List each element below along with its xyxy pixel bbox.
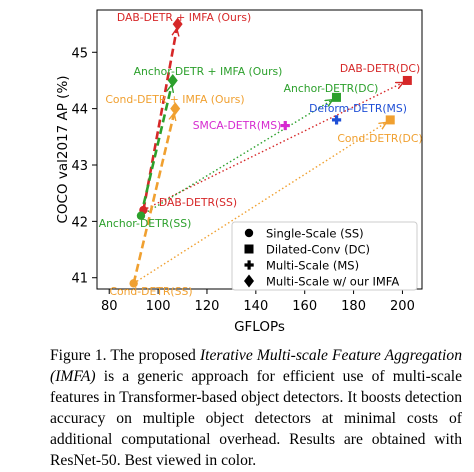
x-tick-label: 140 — [243, 299, 268, 314]
caption-lead: Figure 1. The proposed — [50, 347, 200, 364]
imfa-arrow — [132, 114, 174, 284]
y-tick-label: 43 — [71, 159, 88, 174]
caption-body: is a generic approach for efficient use … — [50, 368, 462, 469]
point-annotation: DAB-DETR(DC) — [340, 62, 420, 75]
caption-emphasis: Iterative Multi-scale Feature Aggregatio… — [50, 347, 462, 385]
point-annotation: SMCA-DETR(MS) — [193, 119, 282, 132]
data-point — [167, 73, 178, 87]
legend-marker — [244, 244, 254, 254]
figure-chart: 80 100 120 140 160 180 200 41 42 43 44 45 GFLOPs COCO… — [55, 9, 423, 335]
data-point — [136, 211, 146, 220]
data-point — [170, 102, 181, 116]
data-point — [385, 115, 395, 125]
legend-label: Dilated-Conv (DC) — [266, 243, 370, 257]
data-point — [280, 120, 290, 131]
data-point — [331, 92, 341, 102]
imfa-arrow — [139, 85, 172, 217]
legend-marker — [244, 274, 254, 288]
point-annotation: Cond-DETR(DC) — [337, 132, 422, 145]
legend-label: Single-Scale (SS) — [266, 227, 364, 241]
legend-box — [231, 221, 418, 291]
dc-arrow — [140, 100, 332, 217]
x-tick-label: 200 — [390, 299, 415, 314]
x-tick-label: 120 — [195, 299, 220, 314]
x-tick-label: 100 — [146, 299, 171, 314]
y-axis-label: COCO val2017 AP (%) — [55, 75, 71, 223]
point-annotation: Cond-DETR(SS) — [109, 285, 192, 298]
point-annotation: Deform-DETR(MS) — [309, 102, 407, 115]
x-tick-label: 180 — [341, 299, 366, 314]
point-annotation: DAB-DETR(SS) — [159, 196, 237, 209]
data-point — [172, 17, 183, 31]
legend-marker — [244, 260, 254, 270]
data-point — [129, 279, 138, 288]
point-annotation: Anchor-DETR + IMFA (Ours) — [134, 65, 283, 78]
y-tick-label: 45 — [71, 46, 88, 61]
y-tick-label: 44 — [71, 103, 88, 118]
figure-caption: Figure 1. The proposed Iterative Multi-s… — [50, 345, 462, 471]
point-annotation: DAB-DETR + IMFA (Ours) — [117, 11, 251, 24]
data-point — [331, 115, 342, 125]
y-tick-label: 42 — [71, 215, 88, 230]
y-tick-label: 41 — [71, 272, 88, 287]
legend-label: Multi-Scale (MS) — [266, 259, 359, 273]
x-tick-label: 80 — [101, 299, 118, 314]
data-point — [402, 75, 412, 85]
x-tick-label: 160 — [292, 299, 317, 314]
dc-arrow — [133, 123, 386, 284]
point-annotation: Anchor-DETR(DC) — [284, 82, 379, 95]
legend-marker — [244, 228, 254, 238]
point-annotation: Cond-DETR + IMFA (Ours) — [105, 93, 244, 106]
point-annotation: Anchor-DETR(SS) — [99, 217, 192, 230]
legend-label: Multi-Scale w/ our IMFA — [266, 275, 399, 289]
x-axis-label: GFLOPs — [234, 319, 285, 335]
